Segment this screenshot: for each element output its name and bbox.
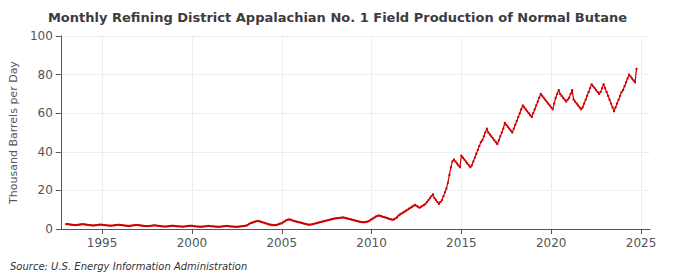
svg-text:80: 80: [38, 68, 53, 82]
svg-text:Thousand Barrels per Day: Thousand Barrels per Day: [7, 61, 20, 205]
svg-text:2020: 2020: [536, 236, 567, 250]
svg-text:2010: 2010: [356, 236, 387, 250]
svg-text:Source: U.S. Energy Informatio: Source: U.S. Energy Information Administ…: [10, 261, 247, 272]
svg-text:Monthly Refining District Appa: Monthly Refining District Appalachian No…: [48, 10, 627, 25]
svg-text:60: 60: [38, 106, 53, 120]
svg-text:2025: 2025: [626, 236, 657, 250]
svg-text:2000: 2000: [177, 236, 208, 250]
svg-text:100: 100: [30, 29, 53, 43]
svg-text:40: 40: [38, 145, 53, 159]
svg-text:0: 0: [45, 222, 53, 236]
svg-text:1995: 1995: [87, 236, 118, 250]
svg-text:2005: 2005: [266, 236, 297, 250]
svg-text:20: 20: [38, 183, 53, 197]
svg-text:2015: 2015: [446, 236, 477, 250]
